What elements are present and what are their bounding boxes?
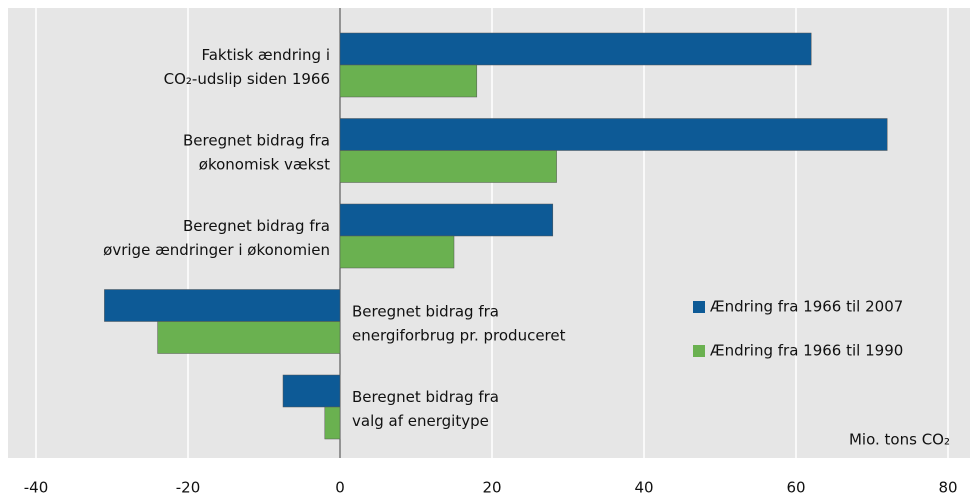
category-label: Beregnet bidrag fra energiforbrug pr. pro…	[352, 302, 566, 344]
x-tick-label: 60	[786, 479, 805, 497]
bar	[282, 374, 341, 408]
category-label: Faktisk ændring i CO₂-udslip siden 1966	[164, 46, 330, 88]
bar	[339, 150, 557, 183]
x-tick-label: 40	[634, 479, 653, 497]
legend-swatch	[693, 345, 705, 357]
x-tick-label: 20	[482, 479, 501, 497]
x-tick-label: 0	[335, 479, 345, 497]
legend-label: Ændring fra 1966 til 2007	[710, 298, 903, 316]
category-label: Beregnet bidrag fra økonomisk vækst	[183, 131, 330, 173]
bar	[339, 118, 888, 151]
bar	[339, 32, 812, 66]
category-label: Beregnet bidrag fra øvrige ændringer i øk…	[103, 217, 330, 259]
bar	[157, 321, 341, 354]
bar	[339, 64, 478, 98]
bar	[339, 235, 455, 269]
x-tick-label: -20	[176, 479, 201, 497]
bar	[104, 289, 341, 322]
category-label: Beregnet bidrag fra valg af energitype	[352, 388, 499, 430]
bar	[324, 406, 341, 440]
legend-swatch	[693, 301, 705, 313]
x-tick-label: 80	[938, 479, 957, 497]
x-tick-label: -40	[24, 479, 49, 497]
x-axis-label: Mio. tons CO₂	[849, 431, 950, 449]
bar	[339, 203, 554, 237]
legend-label: Ændring fra 1966 til 1990	[710, 342, 903, 360]
